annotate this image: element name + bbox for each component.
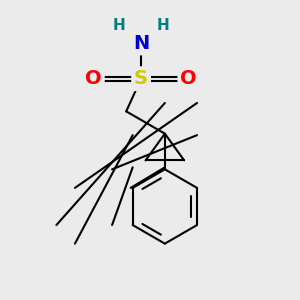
Text: H: H [157, 18, 170, 33]
Text: H: H [112, 18, 125, 33]
Text: O: O [180, 69, 197, 88]
Text: S: S [134, 69, 148, 88]
Text: N: N [133, 34, 149, 52]
Text: O: O [85, 69, 102, 88]
